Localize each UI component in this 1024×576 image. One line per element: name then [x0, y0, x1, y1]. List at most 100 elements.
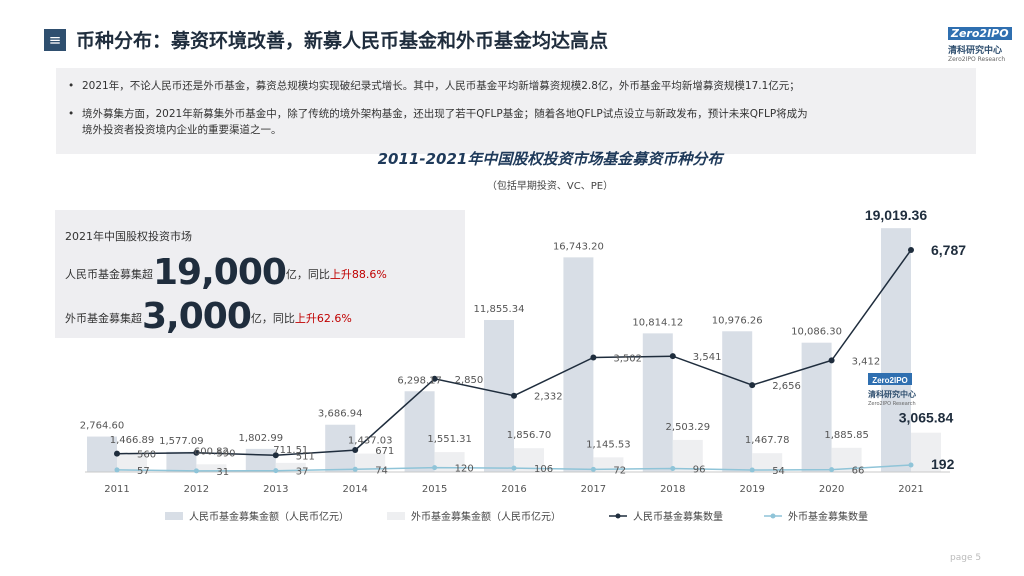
logo-en-text: Zero2IPO Research: [948, 56, 1006, 63]
x-tick-label: 2016: [501, 484, 526, 495]
x-tick-label: 2014: [342, 484, 367, 495]
x-tick-label: 2015: [422, 484, 447, 495]
rmb-amount-bar: [801, 342, 832, 472]
rmb-count-label: 3,412: [852, 356, 881, 367]
fx-count-label: 31: [216, 467, 229, 478]
fx-count-point: [829, 467, 835, 473]
fx-amount-label: 1,467.78: [745, 435, 790, 446]
watermark-logo-text: Zero2IPO: [872, 376, 908, 385]
watermark-logo-cn: 清科研究中心: [868, 389, 916, 399]
legend-label: 外币基金募集金额（人民币亿元）: [411, 510, 561, 523]
x-tick-label: 2018: [660, 484, 685, 495]
rmb-count-label: 3,502: [613, 353, 642, 364]
rmb-count-point: [669, 353, 676, 360]
fx-amount-label: 1,145.53: [586, 439, 631, 450]
rmb-amount-label: 10,086.30: [791, 327, 842, 338]
fx-count-label: 72: [613, 465, 626, 476]
highlight-box: 2021年中国股权投资市场 人民币基金募集超19,000亿，同比上升88.6% …: [55, 210, 465, 338]
fx-count-point: [511, 465, 517, 471]
bullet-text: 境外募集方面，2021年新募集外币基金中，除了传统的境外架构基金，还出现了若干Q…: [82, 108, 808, 120]
fx-count-label: 74: [375, 465, 388, 476]
fx-count-point: [670, 466, 676, 471]
rmb-amount-bar: [642, 333, 673, 472]
rmb-count-point: [908, 247, 914, 253]
fx-amount-bar: [593, 457, 624, 472]
x-tick-label: 2012: [184, 484, 209, 495]
bullet-text-continued: 境外投资者投资境内企业的重要渠道之一。: [82, 124, 282, 136]
rmb-count-label: 3,541: [693, 352, 722, 363]
rmb-count-label: 511: [296, 451, 315, 462]
bullet-item: • 2021年，不论人民币还是外币基金，募资总规模均实现破纪录式增长。其中，人民…: [68, 78, 800, 94]
fx-amount-bar: [117, 453, 147, 472]
fx-count-label: 54: [772, 466, 785, 477]
fx-amount-bar: [911, 432, 941, 472]
rmb-count-label: 2,850: [455, 375, 484, 386]
x-tick-label: 2013: [263, 484, 288, 495]
rmb-amount-label: 3,686.94: [318, 409, 363, 420]
rmb-count-point: [749, 382, 756, 389]
fx-amount-bar: [514, 448, 544, 472]
logo-cn-text: 清科研究中心: [948, 46, 1003, 56]
bullet-dot: •: [68, 108, 75, 120]
rmb-amount-label: 2,764.60: [80, 421, 125, 432]
rmb-count-label: 590: [216, 449, 235, 460]
rmb-amount-bar: [325, 424, 356, 472]
fx-count-point: [273, 468, 279, 474]
rmb-amount-label: 1,577.09: [159, 436, 204, 447]
fx-amount-label: 1,885.85: [824, 430, 869, 441]
x-tick-label: 2019: [739, 484, 764, 495]
fx-count-label: 66: [852, 466, 865, 477]
bullet-item: • 境外募集方面，2021年新募集外币基金中，除了传统的境外架构基金，还出现了若…: [68, 106, 808, 138]
fx-count-point: [432, 465, 438, 471]
rmb-count-label: 671: [375, 446, 394, 457]
rmb-count-label: 2,332: [534, 392, 563, 403]
fx-highlight: 外币基金募集超3,000亿，同比上升62.6%: [65, 296, 352, 337]
fx-count-label: 192: [931, 456, 955, 472]
fx-count-point: [352, 466, 358, 472]
fx-growth: 上升62.6%: [294, 312, 352, 325]
brand-logo: Zero2IPO 清科研究中心 Zero2IPO Research: [948, 22, 1012, 63]
rmb-count-point: [431, 375, 438, 382]
rmb-amount-label: 10,814.12: [632, 317, 683, 328]
rmb-highlight: 人民币基金募集超19,000亿，同比上升88.6%: [65, 252, 387, 293]
rmb-amount-bar: [245, 448, 276, 472]
rmb-growth: 上升88.6%: [329, 268, 387, 281]
legend-label: 人民币基金募集金额（人民币亿元）: [189, 510, 349, 523]
fx-count-label: 96: [693, 465, 706, 476]
watermark-logo-en: Zero2IPO Research: [868, 401, 916, 407]
rmb-amount-bar: [166, 451, 197, 472]
rmb-count-point: [272, 452, 279, 459]
rmb-count-point: [193, 449, 200, 456]
fx-amount-label: 711.51: [273, 445, 308, 456]
fx-amount-bar: [355, 453, 386, 472]
fx-amount-label: 1,437.03: [348, 436, 393, 447]
fx-amount-label: 1,551.31: [427, 434, 472, 445]
fx-count-point: [193, 468, 199, 474]
bullet-text: 2021年，不论人民币还是外币基金，募资总规模均实现破纪录式增长。其中，人民币基…: [82, 80, 800, 92]
bullet-dot: •: [68, 80, 75, 92]
rmb-amount-bar: [881, 228, 911, 472]
rmb-amount-label: 19,019.36: [865, 207, 927, 223]
rmb-amount-bar: [484, 320, 514, 472]
rmb-count-label: 6,787: [931, 242, 966, 258]
legend-swatch: [165, 512, 183, 520]
fx-mid: 亿，同比: [250, 312, 295, 325]
fx-count-label: 37: [296, 467, 309, 478]
fx-amount-bar: [196, 464, 227, 472]
summary-panel: • 2021年，不论人民币还是外币基金，募资总规模均实现破纪录式增长。其中，人民…: [56, 68, 976, 154]
watermark-logo-mark: [868, 373, 912, 385]
fx-amount-bar: [752, 453, 783, 472]
fx-count-label: 57: [137, 466, 150, 477]
fx-amount-label: 2,503.29: [666, 422, 711, 433]
logo-mark: Zero2IPO: [948, 27, 1012, 40]
fx-amount-bar: [672, 439, 703, 472]
fx-count-point: [908, 462, 914, 468]
fx-amount-label: 600.82: [194, 446, 229, 457]
rmb-amount-label: 1,802.99: [239, 433, 284, 444]
rmb-amount-bar: [722, 331, 753, 472]
x-tick-label: 2021: [898, 484, 923, 495]
legend-label: 人民币基金募集数量: [633, 510, 723, 523]
rmb-count-point: [590, 354, 597, 361]
fx-amount-label: 1,856.70: [507, 430, 552, 441]
